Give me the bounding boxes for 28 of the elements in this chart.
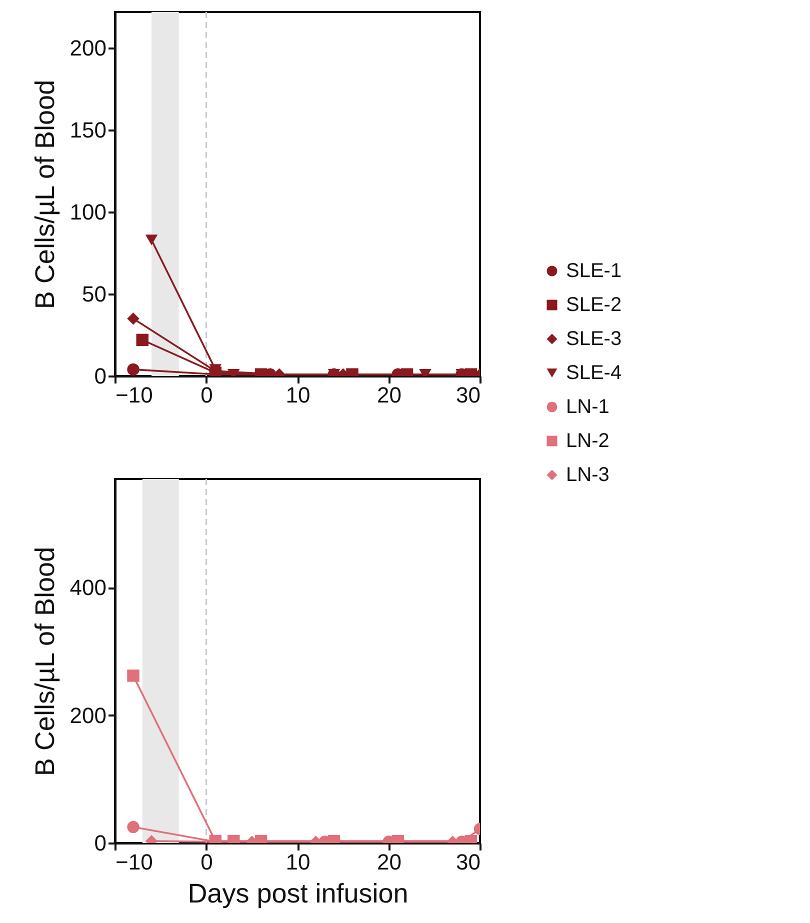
- x-axis-title: Days post infusion: [188, 878, 408, 908]
- x-tick-label: 20: [377, 382, 402, 408]
- legend-label: LN-2: [566, 430, 610, 452]
- legend-label: SLE-3: [566, 328, 622, 350]
- legend-label: LN-1: [566, 396, 610, 418]
- y-axis-title: B Cells/µL of Blood: [30, 80, 60, 310]
- y-tick-label: 100: [70, 200, 106, 225]
- y-axis-title: B Cells/µL of Blood: [30, 546, 60, 776]
- x-tick-label: −10: [116, 382, 153, 408]
- x-tick-label: −10: [116, 850, 153, 874]
- y-tick-label: 200: [70, 36, 106, 61]
- legend-label: SLE-2: [566, 294, 622, 316]
- legend-label: SLE-4: [566, 362, 622, 384]
- x-tick-label: 20: [377, 850, 402, 874]
- y-tick-label: 0: [94, 364, 106, 388]
- x-tick-label: 0: [200, 850, 213, 874]
- x-tick-label: 30: [456, 382, 480, 408]
- y-tick-label: 0: [94, 830, 106, 856]
- legend-label: LN-3: [566, 464, 610, 486]
- y-tick-label: 200: [70, 702, 106, 728]
- y-tick-label: 50: [82, 282, 106, 307]
- x-tick-label: 10: [286, 850, 310, 874]
- x-tick-label: 0: [200, 382, 213, 408]
- x-tick-label: 10: [286, 382, 310, 408]
- y-tick-label: 150: [70, 118, 106, 143]
- legend-label: SLE-1: [566, 260, 622, 282]
- x-tick-label: 30: [456, 850, 480, 874]
- y-tick-label: 400: [70, 575, 106, 600]
